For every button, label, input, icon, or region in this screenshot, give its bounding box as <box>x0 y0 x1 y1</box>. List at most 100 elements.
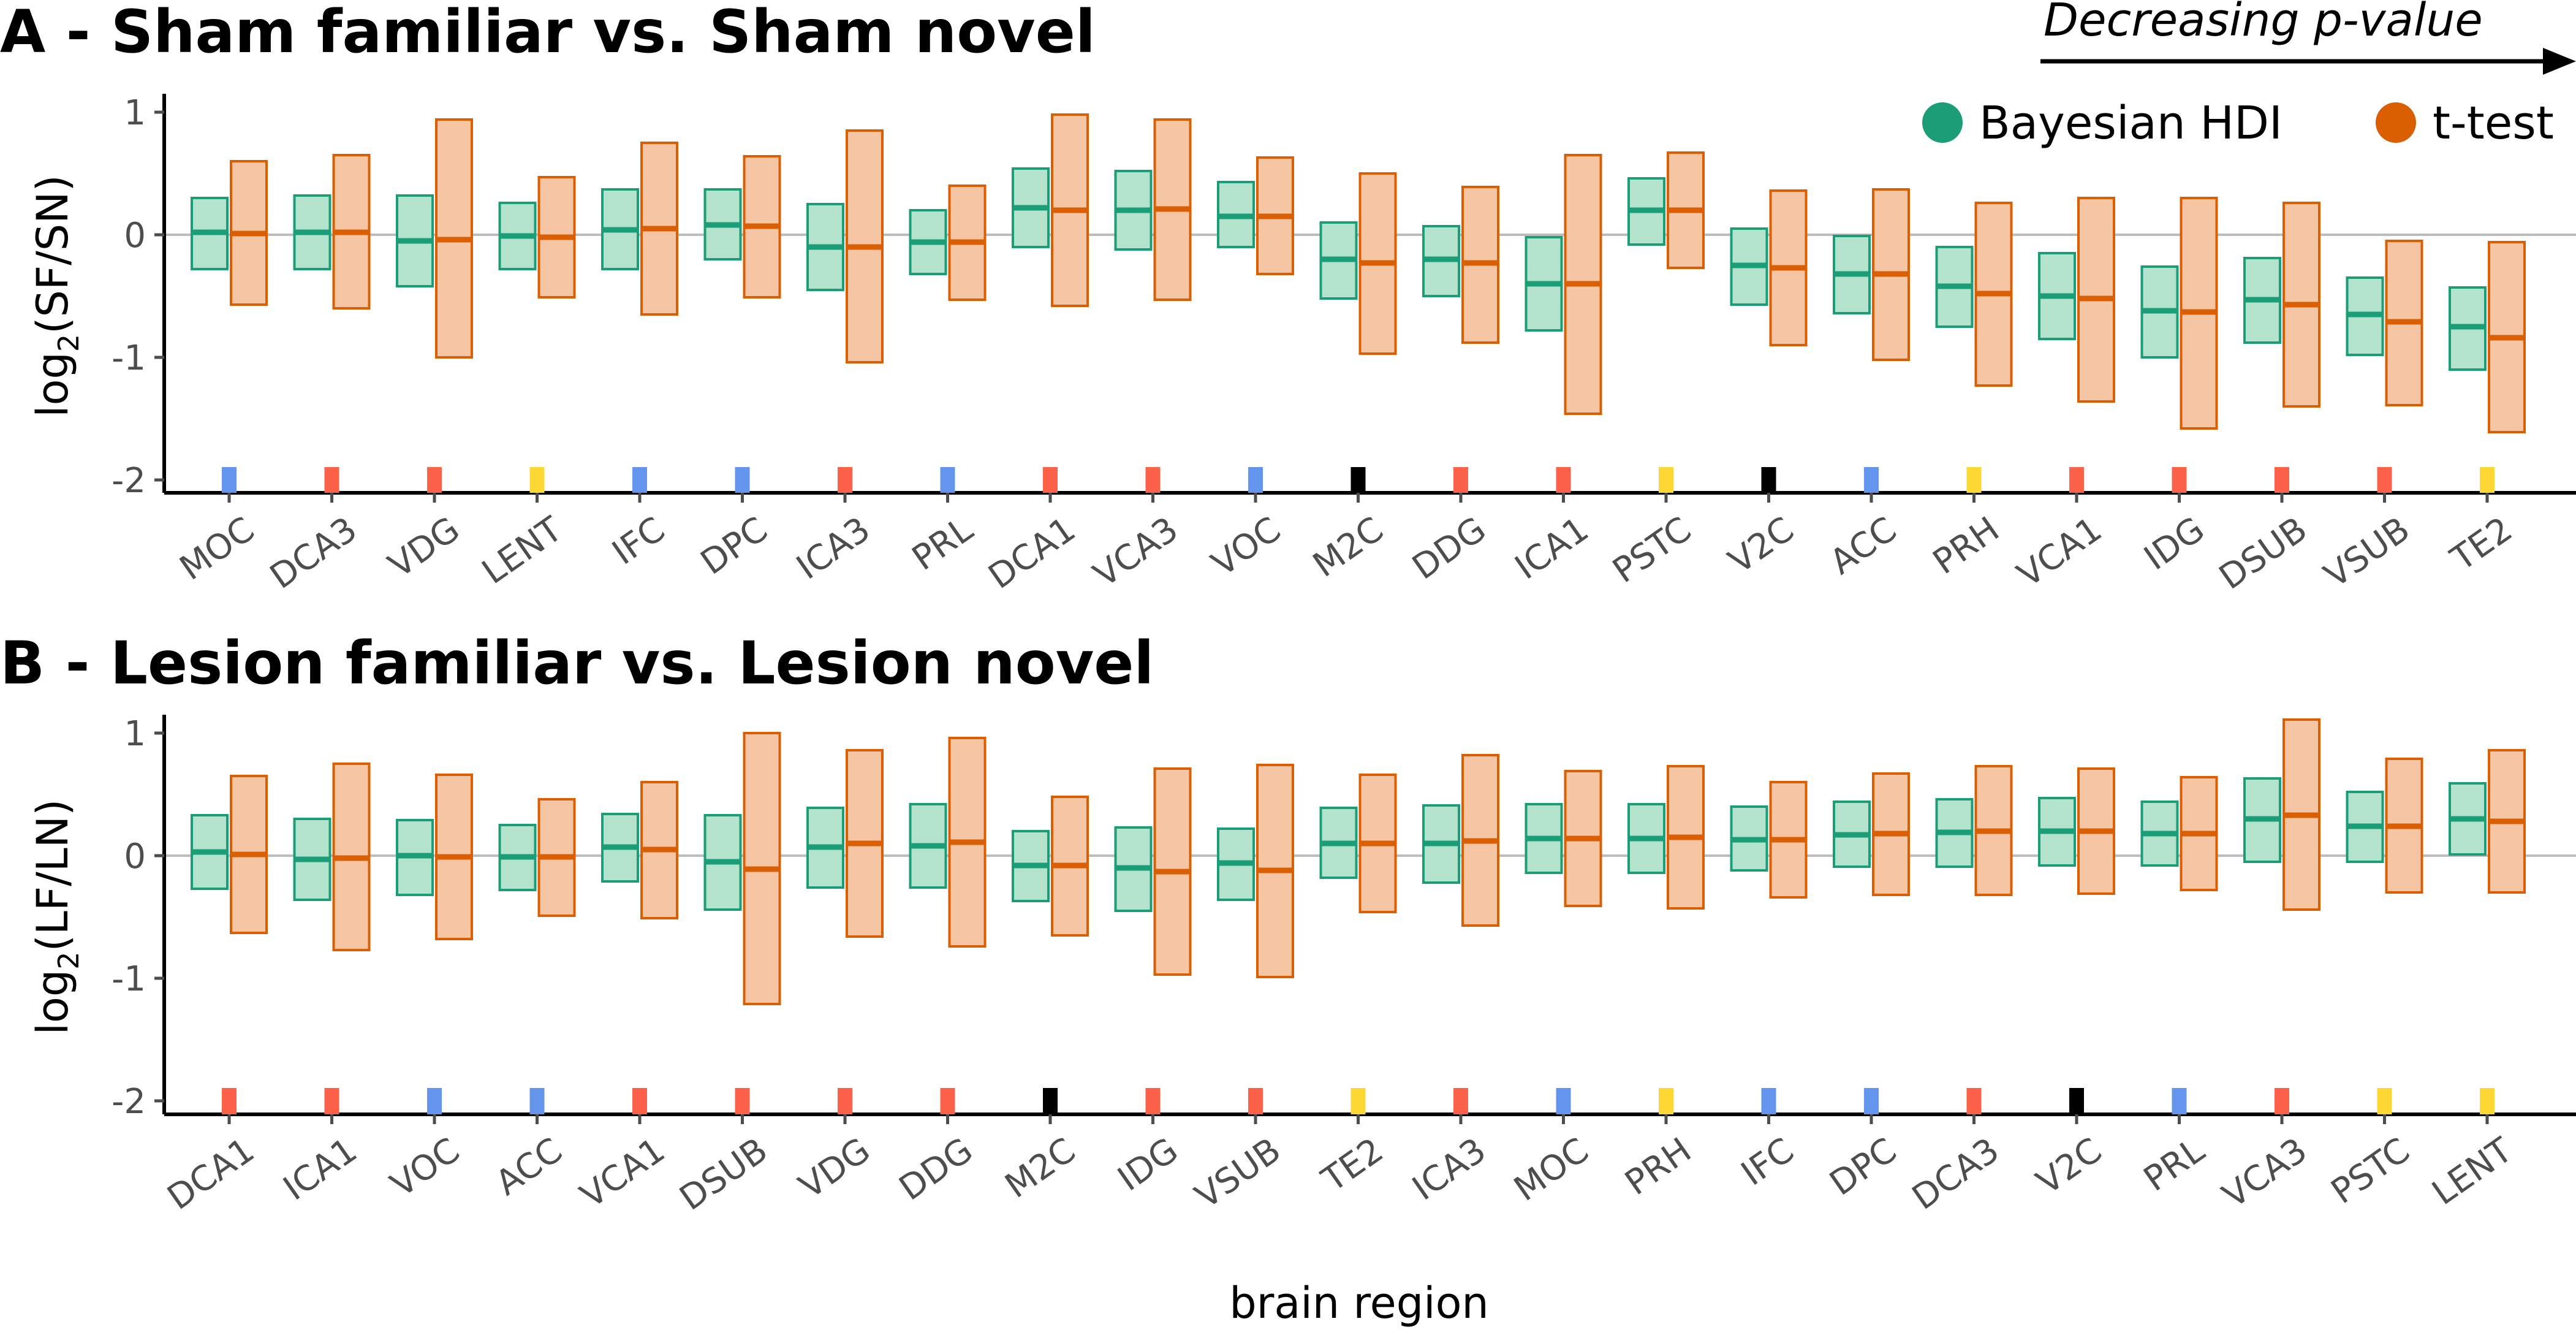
legend-label: t-test <box>2433 97 2554 150</box>
x-tick-label: PRH <box>1618 1130 1699 1203</box>
region-prl: PRL <box>2137 776 2218 1200</box>
region-vsub: VSUB <box>1188 764 1294 1217</box>
region-vdg: VDG <box>381 118 473 586</box>
region-ica1: ICA1 <box>1508 154 1602 588</box>
region-pstc: PSTC <box>1606 151 1705 591</box>
region-color-strip <box>1351 1088 1366 1114</box>
y-tick-label: 0 <box>124 216 146 256</box>
panel-title: A - Sham familiar vs. Sham novel <box>0 0 1096 66</box>
y-axis-title: log2(SF/SN) <box>28 175 85 417</box>
region-dsub: DSUB <box>2212 202 2320 598</box>
region-color-strip <box>2377 1088 2392 1114</box>
x-tick-label: ICA1 <box>276 1130 364 1209</box>
region-color-strip <box>529 467 545 493</box>
x-tick-label: DSUB <box>673 1130 775 1219</box>
region-color-strip <box>632 467 647 493</box>
region-moc: MOC <box>1507 770 1602 1209</box>
region-te2: TE2 <box>1314 774 1397 1200</box>
region-dpc: DPC <box>694 155 781 583</box>
region-color-strip <box>1761 467 1776 493</box>
x-tick-label: MOC <box>173 509 262 588</box>
x-tick-label: V2C <box>1722 509 1801 582</box>
region-color-strip <box>1145 1088 1161 1114</box>
x-tick-label: DSUB <box>2212 509 2314 598</box>
x-tick-label: VSUB <box>2317 509 2417 596</box>
region-dpc: DPC <box>1823 772 1910 1204</box>
region-color-strip <box>1556 467 1571 493</box>
region-te2: TE2 <box>2444 241 2526 579</box>
region-color-strip <box>324 467 339 493</box>
region-color-strip <box>1043 1088 1058 1114</box>
x-tick-label: IFC <box>1734 1130 1801 1194</box>
x-tick-label: VDG <box>381 509 467 586</box>
region-color-strip <box>1351 467 1366 493</box>
x-tick-label: VCA3 <box>2216 1130 2314 1216</box>
region-color-strip <box>2069 467 2084 493</box>
region-color-strip <box>1659 467 1673 493</box>
y-tick-label: 1 <box>124 93 146 133</box>
region-ifc: IFC <box>1730 781 1808 1194</box>
x-tick-label: VCA3 <box>1086 509 1185 595</box>
region-color-strip <box>529 1088 545 1114</box>
region-v2c: V2C <box>2029 767 2115 1203</box>
region-voc: VOC <box>1205 156 1294 584</box>
region-acc: ACC <box>1823 188 1910 583</box>
legend: Bayesian HDI t-test <box>1922 97 2554 150</box>
x-tick-label: TE2 <box>2444 509 2520 579</box>
x-tick-label: V2C <box>2029 1130 2109 1203</box>
x-tick-label: LENT <box>2425 1130 2520 1214</box>
x-tick-label: IDG <box>2137 509 2212 578</box>
x-tick-label: DCA3 <box>263 509 364 597</box>
region-color-strip <box>2172 1088 2187 1114</box>
region-m2c: M2C <box>1306 172 1397 585</box>
x-tick-label: ICA1 <box>1508 509 1596 588</box>
region-color-strip <box>427 1088 442 1114</box>
region-vca1: VCA1 <box>2010 197 2115 595</box>
region-color-strip <box>940 467 955 493</box>
region-color-strip <box>838 467 852 493</box>
x-tick-label: VOC <box>1205 509 1288 584</box>
region-color-strip <box>1453 467 1468 493</box>
x-tick-label: VCA1 <box>2010 509 2109 595</box>
y-tick-label: -2 <box>112 1082 146 1122</box>
region-m2c: M2C <box>998 796 1089 1206</box>
y-tick-label: -1 <box>112 959 146 999</box>
x-tick-label: PSTC <box>2324 1130 2417 1212</box>
region-dca3: DCA3 <box>1905 765 2013 1218</box>
x-tick-label: PSTC <box>1606 509 1699 591</box>
region-ica3: ICA3 <box>1406 754 1499 1209</box>
region-color-strip <box>2377 467 2392 493</box>
region-lent: LENT <box>2425 749 2526 1214</box>
region-color-strip <box>1248 467 1263 493</box>
x-tick-label: PRL <box>2137 1130 2211 1200</box>
region-vca3: VCA3 <box>2216 718 2320 1216</box>
region-color-strip <box>838 1088 852 1114</box>
region-color-strip <box>1043 467 1058 493</box>
panel-title: B - Lesion familiar vs. Lesion novel <box>0 629 1154 698</box>
region-voc: VOC <box>384 774 473 1205</box>
x-tick-label: VSUB <box>1188 1130 1288 1217</box>
region-dca1: DCA1 <box>982 113 1089 597</box>
y-tick-label: 0 <box>124 837 146 877</box>
region-vca1: VCA1 <box>574 781 678 1216</box>
region-ica3: ICA3 <box>790 129 884 588</box>
region-ica1: ICA1 <box>276 763 371 1209</box>
region-color-strip <box>1659 1088 1673 1114</box>
region-color-strip <box>1966 467 1982 493</box>
x-tick-label: DDG <box>892 1130 980 1209</box>
region-color-strip <box>735 467 750 493</box>
region-color-strip <box>735 1088 750 1114</box>
legend-marker <box>1922 102 1963 143</box>
p-value-arrowhead <box>2543 48 2576 75</box>
region-vdg: VDG <box>792 749 884 1207</box>
y-tick-label: -2 <box>112 461 146 501</box>
region-dsub: DSUB <box>673 732 781 1219</box>
x-tick-label: DPC <box>694 509 775 583</box>
region-color-strip <box>222 1088 237 1114</box>
region-color-strip <box>1556 1088 1571 1114</box>
y-tick-label: -1 <box>112 338 146 378</box>
y-axis-title: log2(LF/LN) <box>28 799 85 1035</box>
region-dca3: DCA3 <box>263 154 371 597</box>
x-tick-label: VCA1 <box>574 1130 672 1216</box>
